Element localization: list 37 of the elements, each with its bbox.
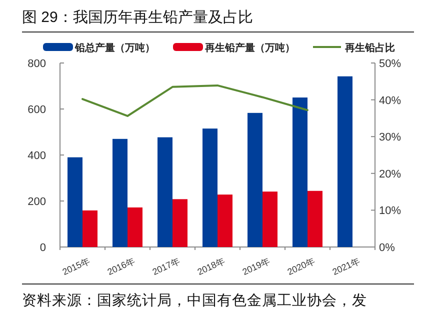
bar xyxy=(128,207,142,247)
x-tick-label: 2020年 xyxy=(286,256,316,278)
legend-label: 再生铅占比 xyxy=(344,42,395,54)
bar xyxy=(218,194,232,247)
bar xyxy=(68,157,82,247)
bar xyxy=(202,128,218,247)
legend-label: 铅总产量（万吨） xyxy=(74,42,155,54)
y2-tick-label: 10% xyxy=(379,205,402,218)
x-tick-label: 2017年 xyxy=(150,256,182,278)
line-series xyxy=(82,84,308,117)
chart-title: 图 29：我国历年再生铅产量及占比 xyxy=(22,9,253,26)
bar xyxy=(248,112,262,247)
y-tick-label: 600 xyxy=(28,104,46,116)
y2-tick-label: 0% xyxy=(379,242,396,254)
x-tick-label: 2021年 xyxy=(330,256,362,278)
y2-tick-label: 20% xyxy=(379,168,402,180)
bar xyxy=(292,98,308,247)
y2-tick-label: 40% xyxy=(379,94,402,107)
bar xyxy=(262,192,278,247)
y-tick-label: 200 xyxy=(28,196,46,208)
x-tick-label: 2018年 xyxy=(196,256,226,278)
bar xyxy=(172,199,188,247)
x-tick-label: 2016年 xyxy=(106,256,136,278)
x-tick-label: 2015年 xyxy=(60,256,92,278)
text: 资料来源：国家统计局，中国有色金属工业协会，发 xyxy=(22,292,367,309)
bar xyxy=(112,138,128,247)
bar xyxy=(82,210,98,247)
bar xyxy=(308,190,322,247)
y-tick-label: 400 xyxy=(28,150,46,162)
legend-label: 再生铅产量（万吨） xyxy=(204,42,295,54)
y2-tick-label: 50% xyxy=(379,58,402,70)
y-tick-label: 0 xyxy=(40,242,46,254)
x-tick-label: 2019年 xyxy=(240,256,272,278)
bar xyxy=(338,76,352,247)
y-tick-label: 800 xyxy=(28,58,46,70)
y2-tick-label: 30% xyxy=(379,132,402,144)
bar xyxy=(158,137,172,247)
